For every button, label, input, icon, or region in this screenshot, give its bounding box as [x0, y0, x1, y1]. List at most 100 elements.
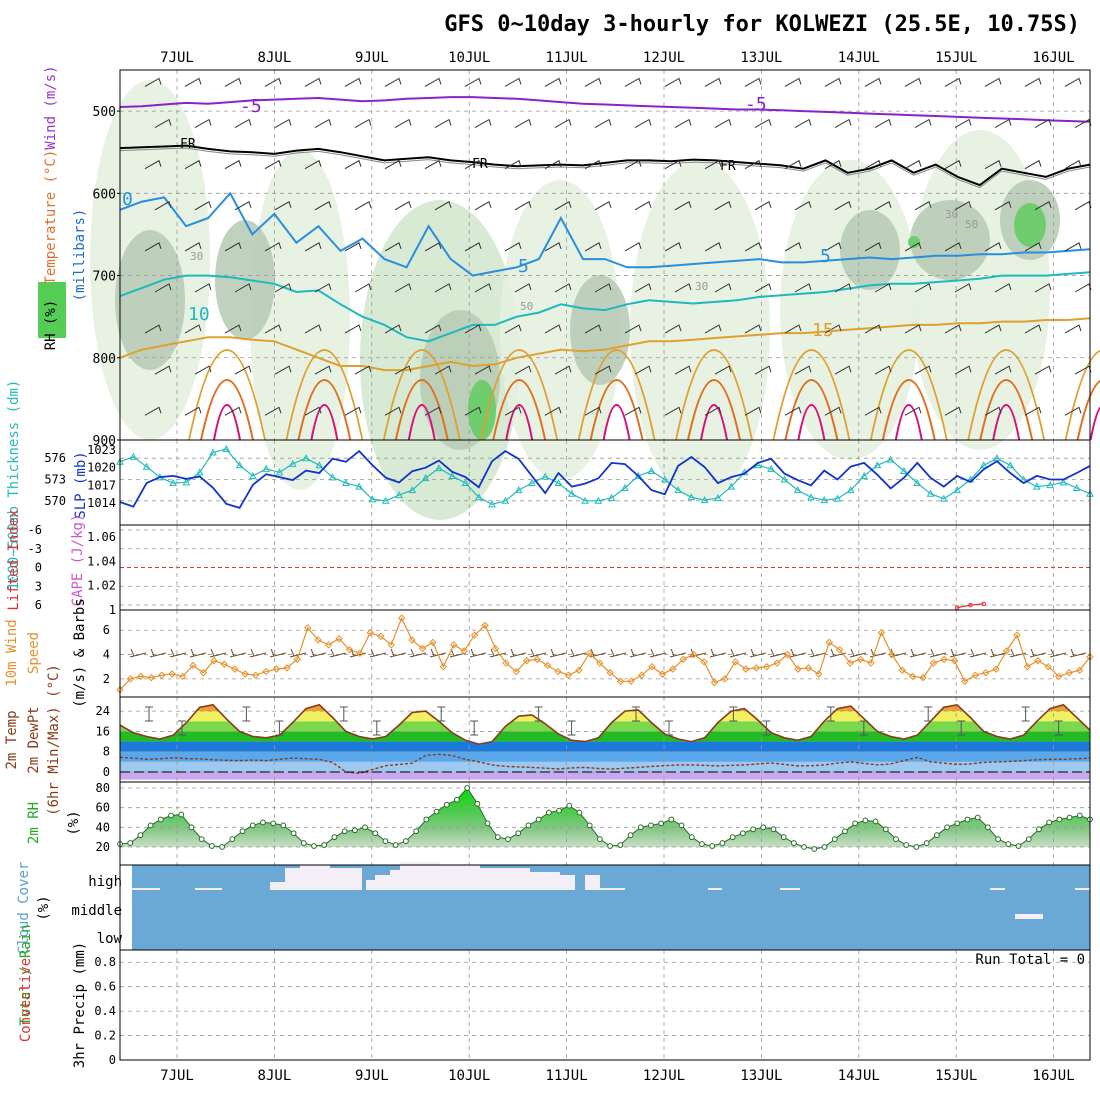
- wind-speed-point: [1075, 666, 1084, 675]
- wind-speed-point: [637, 671, 646, 679]
- upper-wind-barb: [584, 77, 602, 87]
- xtick-top: 7JUL: [160, 50, 194, 66]
- humidity-point: [831, 836, 838, 843]
- wind-speed-point: [658, 670, 667, 678]
- upper-wind-barb: [664, 406, 682, 416]
- isotherm-20-lobe: [687, 379, 741, 441]
- wind-barb: [1049, 648, 1067, 658]
- wind-speed-point: [575, 666, 583, 675]
- wind-barb: [869, 648, 887, 658]
- precip-ytick: 0.6: [94, 980, 116, 994]
- thickness-point: [886, 455, 895, 463]
- wind-barb: [469, 648, 487, 658]
- thickness-point: [461, 479, 470, 487]
- humidity-point: [913, 844, 920, 850]
- rh-contour-label: 30: [190, 250, 203, 263]
- wind-barb: [969, 648, 987, 658]
- humidity-point: [372, 830, 379, 837]
- humidity-point: [392, 842, 399, 848]
- wind-speed-point: [888, 650, 896, 659]
- wind-barb: [649, 648, 667, 658]
- upper-wind-barb: [464, 324, 482, 334]
- wind-speed-point: [846, 659, 854, 667]
- xtick-bottom: 9JUL: [355, 1068, 389, 1084]
- precip-axis-label-2-part: Convective: [18, 958, 34, 1042]
- upper-wind-barb: [264, 242, 282, 252]
- upper-wind-barb: [864, 406, 882, 416]
- temperature-ytick: 8: [103, 745, 110, 759]
- humidity-point: [515, 830, 522, 837]
- isotherm-20-lobe: [784, 379, 839, 441]
- thickness-point: [674, 486, 682, 494]
- temperature-band: [120, 731, 1090, 742]
- upper-wind-barb: [514, 201, 532, 211]
- cloud-cover-axis-label-1: Cloud Cover: [16, 862, 32, 955]
- humidity-point: [1076, 812, 1083, 819]
- wind-speed-point: [293, 655, 302, 664]
- wind-speed-point: [481, 621, 489, 630]
- upper-wind-barb: [144, 324, 162, 334]
- isotherm-15-lobe: [967, 349, 1046, 441]
- lifted-axis-label: Lifted Index: [6, 509, 22, 610]
- upper-wind-barb: [914, 283, 932, 293]
- humidity-point: [229, 836, 236, 843]
- upper-wind-barb: [394, 283, 412, 293]
- upper-wind-barb: [1064, 77, 1082, 87]
- precip-axis-label-3-part: 3hr Precip (mm): [72, 942, 88, 1068]
- wind-speed-point: [304, 624, 312, 632]
- thickness-point: [262, 464, 271, 472]
- thickness-point: [1033, 482, 1041, 490]
- thickness-point: [979, 461, 988, 469]
- upper-wind-barb: [304, 324, 322, 334]
- upper-wind-barb: [954, 201, 972, 211]
- cloud-gap-middle: [1015, 914, 1043, 919]
- min-errorbar: [957, 720, 966, 736]
- rh-contour-label: 50: [965, 218, 978, 231]
- humidity-axis-label-1: 2m RH: [26, 802, 42, 844]
- isotherm-label: FR: [180, 137, 196, 152]
- upper-wind-barb: [1064, 406, 1082, 416]
- cloud-gap: [780, 888, 800, 890]
- isotherm-15-lobe: [577, 349, 656, 441]
- thickness-ytick: 570: [44, 494, 66, 508]
- wind-barb: [1069, 648, 1087, 658]
- isotherm-15-lobe: [1064, 350, 1100, 441]
- cape-point: [968, 602, 973, 608]
- cloud-gap: [375, 875, 390, 890]
- upper-wind-barb: [914, 201, 932, 211]
- upper-wind-barb: [384, 159, 402, 170]
- cloud-gap: [366, 880, 375, 890]
- upper-wind-barb: [1034, 283, 1052, 293]
- temperature-band: [120, 704, 1090, 712]
- upper-wind-barb: [464, 242, 482, 252]
- isotherm-25-lobe: [505, 404, 534, 441]
- upper-wind-barb: [624, 242, 642, 252]
- upper-wind-barb: [504, 406, 522, 416]
- wind-speed-point: [919, 673, 927, 682]
- upper-wind-barb: [904, 406, 922, 416]
- wind-speed-point: [241, 670, 249, 678]
- upper-wind-barb: [784, 406, 802, 416]
- wind-speed-point: [877, 628, 886, 637]
- min-errorbar: [567, 720, 576, 736]
- isotherm-20-lobe: [492, 379, 547, 441]
- isotherm-15-lobe: [480, 349, 559, 441]
- upper-wind-barb: [1024, 324, 1042, 334]
- upper-wind-barb: [944, 406, 962, 416]
- upper-wind-barb: [224, 77, 242, 87]
- upper-wind-barb: [234, 365, 252, 375]
- isotherm-label: -5: [745, 94, 767, 115]
- isotherm-20-lobe: [394, 379, 449, 441]
- humidity-point: [995, 836, 1002, 843]
- wind-speed-point: [752, 664, 760, 672]
- lifted-ytick: 6: [35, 598, 42, 612]
- isotherm-label: 0: [122, 189, 133, 210]
- upper-wind-barb: [634, 201, 652, 211]
- upper-wind-barb: [874, 365, 892, 375]
- isotherm-25-lobe: [310, 404, 339, 441]
- millibars-axis-label-part: (millibars): [72, 209, 88, 302]
- humidity-point: [739, 830, 746, 837]
- wind-speed-point: [783, 650, 792, 659]
- upper-wind-barb: [474, 365, 492, 375]
